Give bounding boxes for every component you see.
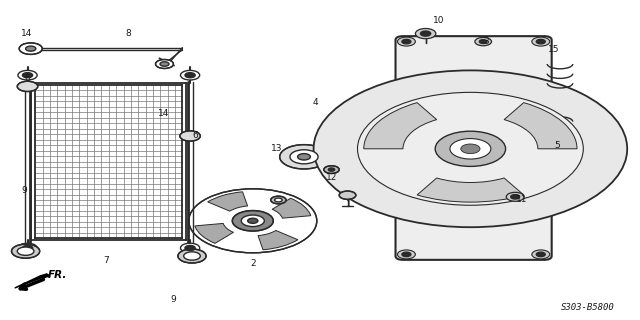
Circle shape [314, 70, 627, 227]
Text: 8: 8 [125, 29, 131, 38]
Circle shape [275, 198, 282, 202]
Circle shape [402, 39, 411, 44]
Circle shape [506, 192, 524, 201]
Circle shape [402, 252, 411, 257]
Text: 1: 1 [346, 200, 351, 209]
Circle shape [180, 243, 200, 253]
Circle shape [358, 92, 583, 205]
Wedge shape [195, 223, 234, 243]
Circle shape [532, 250, 550, 259]
Wedge shape [417, 178, 524, 202]
Text: FR.: FR. [48, 269, 67, 280]
Circle shape [19, 43, 42, 54]
Circle shape [248, 218, 258, 223]
Circle shape [185, 245, 195, 251]
Circle shape [18, 70, 37, 80]
FancyBboxPatch shape [378, 164, 406, 178]
Text: 12: 12 [326, 173, 337, 182]
Circle shape [298, 154, 310, 160]
Text: 6: 6 [24, 74, 29, 83]
Circle shape [280, 145, 328, 169]
Wedge shape [364, 103, 436, 149]
Circle shape [17, 247, 34, 255]
Wedge shape [258, 230, 298, 250]
Circle shape [160, 62, 169, 66]
Circle shape [475, 37, 492, 46]
Circle shape [435, 131, 506, 166]
Text: 13: 13 [271, 144, 282, 153]
Text: 11: 11 [516, 196, 527, 204]
Circle shape [12, 244, 40, 258]
Circle shape [17, 81, 38, 92]
Circle shape [450, 139, 491, 159]
Circle shape [511, 195, 520, 199]
Text: S303-B5800: S303-B5800 [561, 303, 614, 312]
Text: 14: 14 [157, 109, 169, 118]
Circle shape [397, 250, 415, 259]
Circle shape [532, 37, 550, 46]
Text: 7: 7 [103, 256, 108, 265]
Circle shape [180, 70, 200, 80]
Circle shape [156, 60, 173, 68]
Polygon shape [15, 274, 50, 288]
Circle shape [18, 243, 37, 253]
Circle shape [241, 215, 264, 227]
Circle shape [461, 144, 480, 154]
Circle shape [180, 131, 200, 141]
Circle shape [397, 37, 415, 46]
Text: 6: 6 [193, 132, 198, 140]
Text: 14: 14 [21, 29, 33, 38]
Circle shape [178, 249, 206, 263]
Text: 9: 9 [22, 186, 27, 195]
Text: 2: 2 [250, 260, 255, 268]
Text: 15: 15 [548, 45, 559, 54]
Circle shape [536, 252, 545, 257]
Text: 5: 5 [554, 141, 559, 150]
Circle shape [26, 46, 36, 51]
Circle shape [184, 252, 200, 260]
Circle shape [22, 73, 33, 78]
Circle shape [324, 166, 339, 173]
Text: 9: 9 [170, 295, 175, 304]
Bar [35, 85, 182, 238]
Circle shape [479, 40, 487, 44]
Wedge shape [504, 103, 577, 149]
Circle shape [271, 196, 286, 204]
Circle shape [185, 73, 195, 78]
Circle shape [339, 191, 356, 199]
Circle shape [22, 245, 33, 251]
Circle shape [328, 168, 335, 171]
Bar [400, 38, 547, 258]
Circle shape [189, 189, 317, 253]
Circle shape [290, 150, 318, 164]
Circle shape [232, 211, 273, 231]
Wedge shape [208, 192, 248, 211]
Text: 3: 3 [484, 37, 489, 46]
FancyBboxPatch shape [396, 36, 552, 260]
Circle shape [415, 28, 436, 39]
Circle shape [536, 39, 545, 44]
Wedge shape [272, 198, 311, 218]
Circle shape [420, 31, 431, 36]
Text: 4: 4 [312, 98, 317, 107]
Text: 10: 10 [433, 16, 444, 25]
